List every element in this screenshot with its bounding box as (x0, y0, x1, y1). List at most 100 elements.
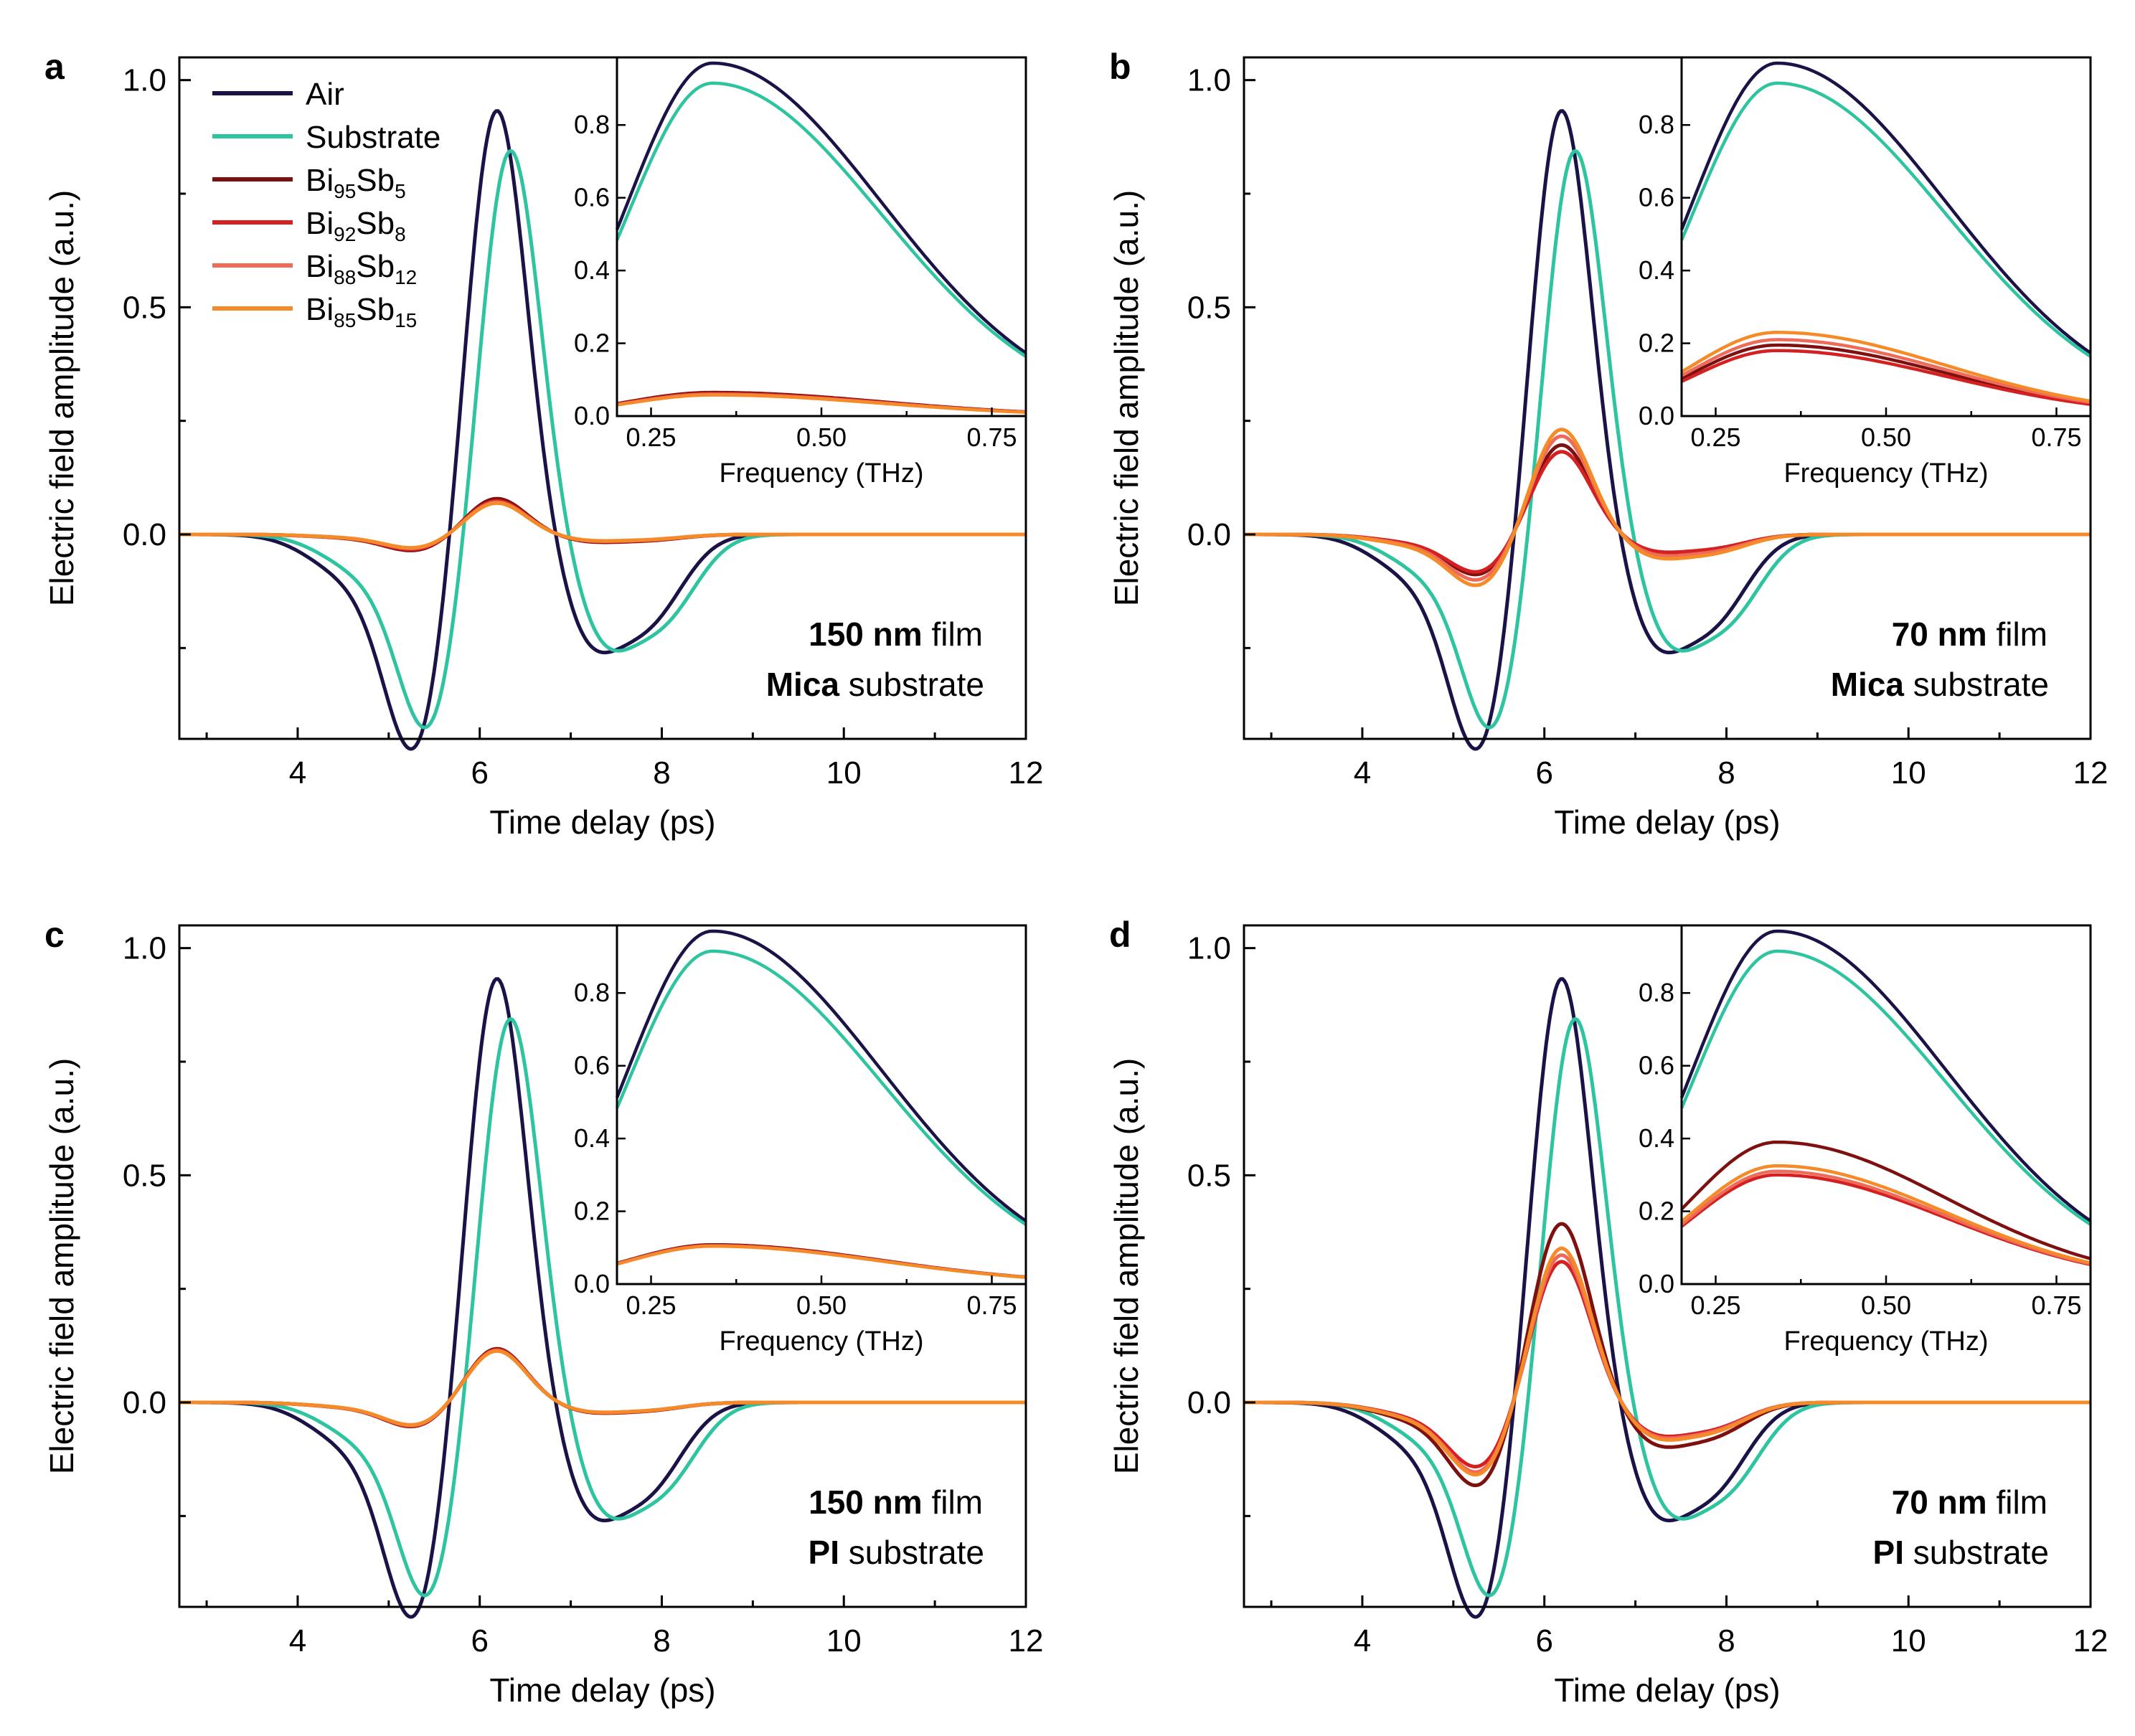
inset-y-tick-label: 0.0 (574, 1269, 610, 1298)
inset-y-tick-label: 0.0 (574, 401, 610, 430)
x-tick-label: 6 (471, 1623, 488, 1659)
legend-label-air: Air (306, 77, 344, 112)
inset-x-tick-label: 0.75 (966, 423, 1017, 452)
legend-label-bi92: Bi92Sb8 (306, 206, 406, 245)
x-tick-label: 4 (1354, 755, 1371, 791)
inset-y-tick-label: 0.8 (574, 978, 610, 1007)
annotation-substrate-text: substrate (1904, 1534, 2049, 1571)
y-axis-label: Electric field amplitude (a.u.) (43, 190, 80, 606)
series-line-bi85 (179, 501, 1026, 550)
annotation-substrate: Mica substrate (766, 666, 984, 703)
inset-y-tick-label: 0.6 (574, 183, 610, 212)
inset-y-tick-label: 0.4 (1639, 255, 1674, 285)
y-tick-label: 0.5 (1187, 1158, 1231, 1193)
x-tick-label: 10 (1891, 755, 1926, 791)
x-tick-label: 4 (289, 755, 306, 791)
legend-subscript: 85 (334, 309, 356, 331)
annotation-film: 150 nm film (809, 1483, 983, 1521)
inset-x-tick-label: 0.25 (1690, 423, 1740, 452)
y-tick-label: 0.0 (1187, 517, 1231, 552)
annotation-film-text: film (1987, 1483, 2047, 1521)
legend-subscript: 88 (334, 266, 356, 288)
inset-y-tick-label: 0.2 (1639, 329, 1674, 358)
inset-x-axis-label: Frequency (THz) (1783, 1326, 1988, 1357)
annotation-film-bold: 70 nm (1892, 1483, 1987, 1521)
legend-label-bi88: Bi88Sb12 (306, 249, 417, 288)
legend-text: Sb (356, 206, 395, 241)
annotation-film: 70 nm film (1892, 615, 2047, 653)
y-tick-label: 1.0 (1187, 931, 1231, 966)
inset-series-line-bi88 (1680, 338, 2091, 405)
inset-background (1682, 57, 2091, 416)
x-tick-label: 8 (1717, 755, 1735, 791)
panel-label: d (1109, 915, 1131, 955)
inset-y-tick-label: 0.8 (1639, 110, 1674, 139)
inset-y-tick-label: 0.6 (1639, 183, 1674, 212)
annotation-substrate: PI substrate (1873, 1534, 2049, 1571)
inset-y-tick-label: 0.0 (1639, 1269, 1674, 1298)
inset-series-line-bi85 (616, 1244, 1027, 1279)
panel-label: b (1109, 47, 1131, 87)
inset-x-axis-label: Frequency (THz) (719, 1326, 923, 1357)
inset-x-tick-label: 0.50 (1861, 1291, 1911, 1320)
x-tick-label: 12 (2073, 755, 2108, 791)
x-tick-label: 6 (1535, 755, 1552, 791)
annotation-substrate-text: substrate (839, 666, 984, 703)
y-tick-label: 0.5 (123, 1158, 166, 1193)
x-tick-label: 8 (1717, 1623, 1735, 1659)
annotation-film-text: film (1987, 615, 2047, 653)
inset-background (617, 57, 1026, 416)
inset-series-line-air (615, 61, 1027, 354)
inset-series-line-substrate (1679, 949, 2092, 1226)
y-tick-label: 1.0 (1187, 63, 1231, 98)
x-tick-label: 10 (826, 755, 862, 791)
legend-subscript: 5 (395, 180, 406, 202)
annotation-film: 70 nm film (1892, 1483, 2047, 1521)
inset-x-tick-label: 0.75 (966, 1291, 1017, 1320)
inset-y-tick-label: 0.2 (574, 329, 610, 358)
inset-series-line-bi95 (1680, 343, 2091, 405)
inset-series-line-air (1679, 929, 2092, 1222)
x-tick-label: 4 (1354, 1623, 1371, 1659)
inset-x-tick-label: 0.50 (1861, 423, 1911, 452)
inset-x-tick-label: 0.50 (796, 1291, 847, 1320)
annotation-film-text: film (923, 1483, 983, 1521)
x-tick-label: 6 (471, 755, 488, 791)
inset-y-tick-label: 0.6 (574, 1051, 610, 1080)
annotation-substrate-bold: PI (1873, 1534, 1904, 1571)
inset-x-tick-label: 0.25 (1690, 1291, 1740, 1320)
inset-x-axis-label: Frequency (THz) (1783, 458, 1988, 489)
inset-x-tick-label: 0.75 (2031, 1291, 2081, 1320)
y-tick-label: 1.0 (123, 931, 166, 966)
inset-series-line-air (615, 929, 1027, 1222)
inset-y-tick-label: 0.6 (1639, 1051, 1674, 1080)
annotation-film-bold: 150 nm (809, 615, 923, 653)
legend-text: Bi (306, 206, 334, 241)
inset-background (617, 925, 1026, 1284)
inset-series-line-bi88 (1680, 1169, 2091, 1266)
legend-subscript: 12 (395, 266, 417, 288)
inset-y-tick-label: 0.4 (574, 255, 610, 285)
x-axis-label: Time delay (ps) (489, 1671, 715, 1709)
x-axis-label: Time delay (ps) (489, 803, 715, 841)
legend-text: Bi (306, 292, 334, 327)
x-axis-label: Time delay (ps) (1554, 1671, 1780, 1709)
x-tick-label: 12 (1009, 1623, 1044, 1659)
annotation-substrate-text: substrate (1904, 666, 2049, 703)
inset-series-line-bi95 (1680, 1140, 2091, 1260)
annotation-film-bold: 70 nm (1892, 615, 1987, 653)
inset-x-tick-label: 0.75 (2031, 423, 2081, 452)
legend-label-substrate: Substrate (306, 120, 440, 155)
x-tick-label: 4 (289, 1623, 306, 1659)
y-axis-label: Electric field amplitude (a.u.) (43, 1058, 80, 1474)
y-tick-label: 0.0 (1187, 1385, 1231, 1420)
panel-label: c (44, 915, 65, 955)
inset-series-line-substrate (1679, 81, 2092, 358)
annotation-substrate-text: substrate (839, 1534, 984, 1571)
legend-text: Bi (306, 249, 334, 284)
inset-x-tick-label: 0.25 (626, 1291, 676, 1320)
inset-y-tick-label: 0.0 (1639, 401, 1674, 430)
inset-y-tick-label: 0.2 (574, 1197, 610, 1226)
x-axis-label: Time delay (ps) (1554, 803, 1780, 841)
